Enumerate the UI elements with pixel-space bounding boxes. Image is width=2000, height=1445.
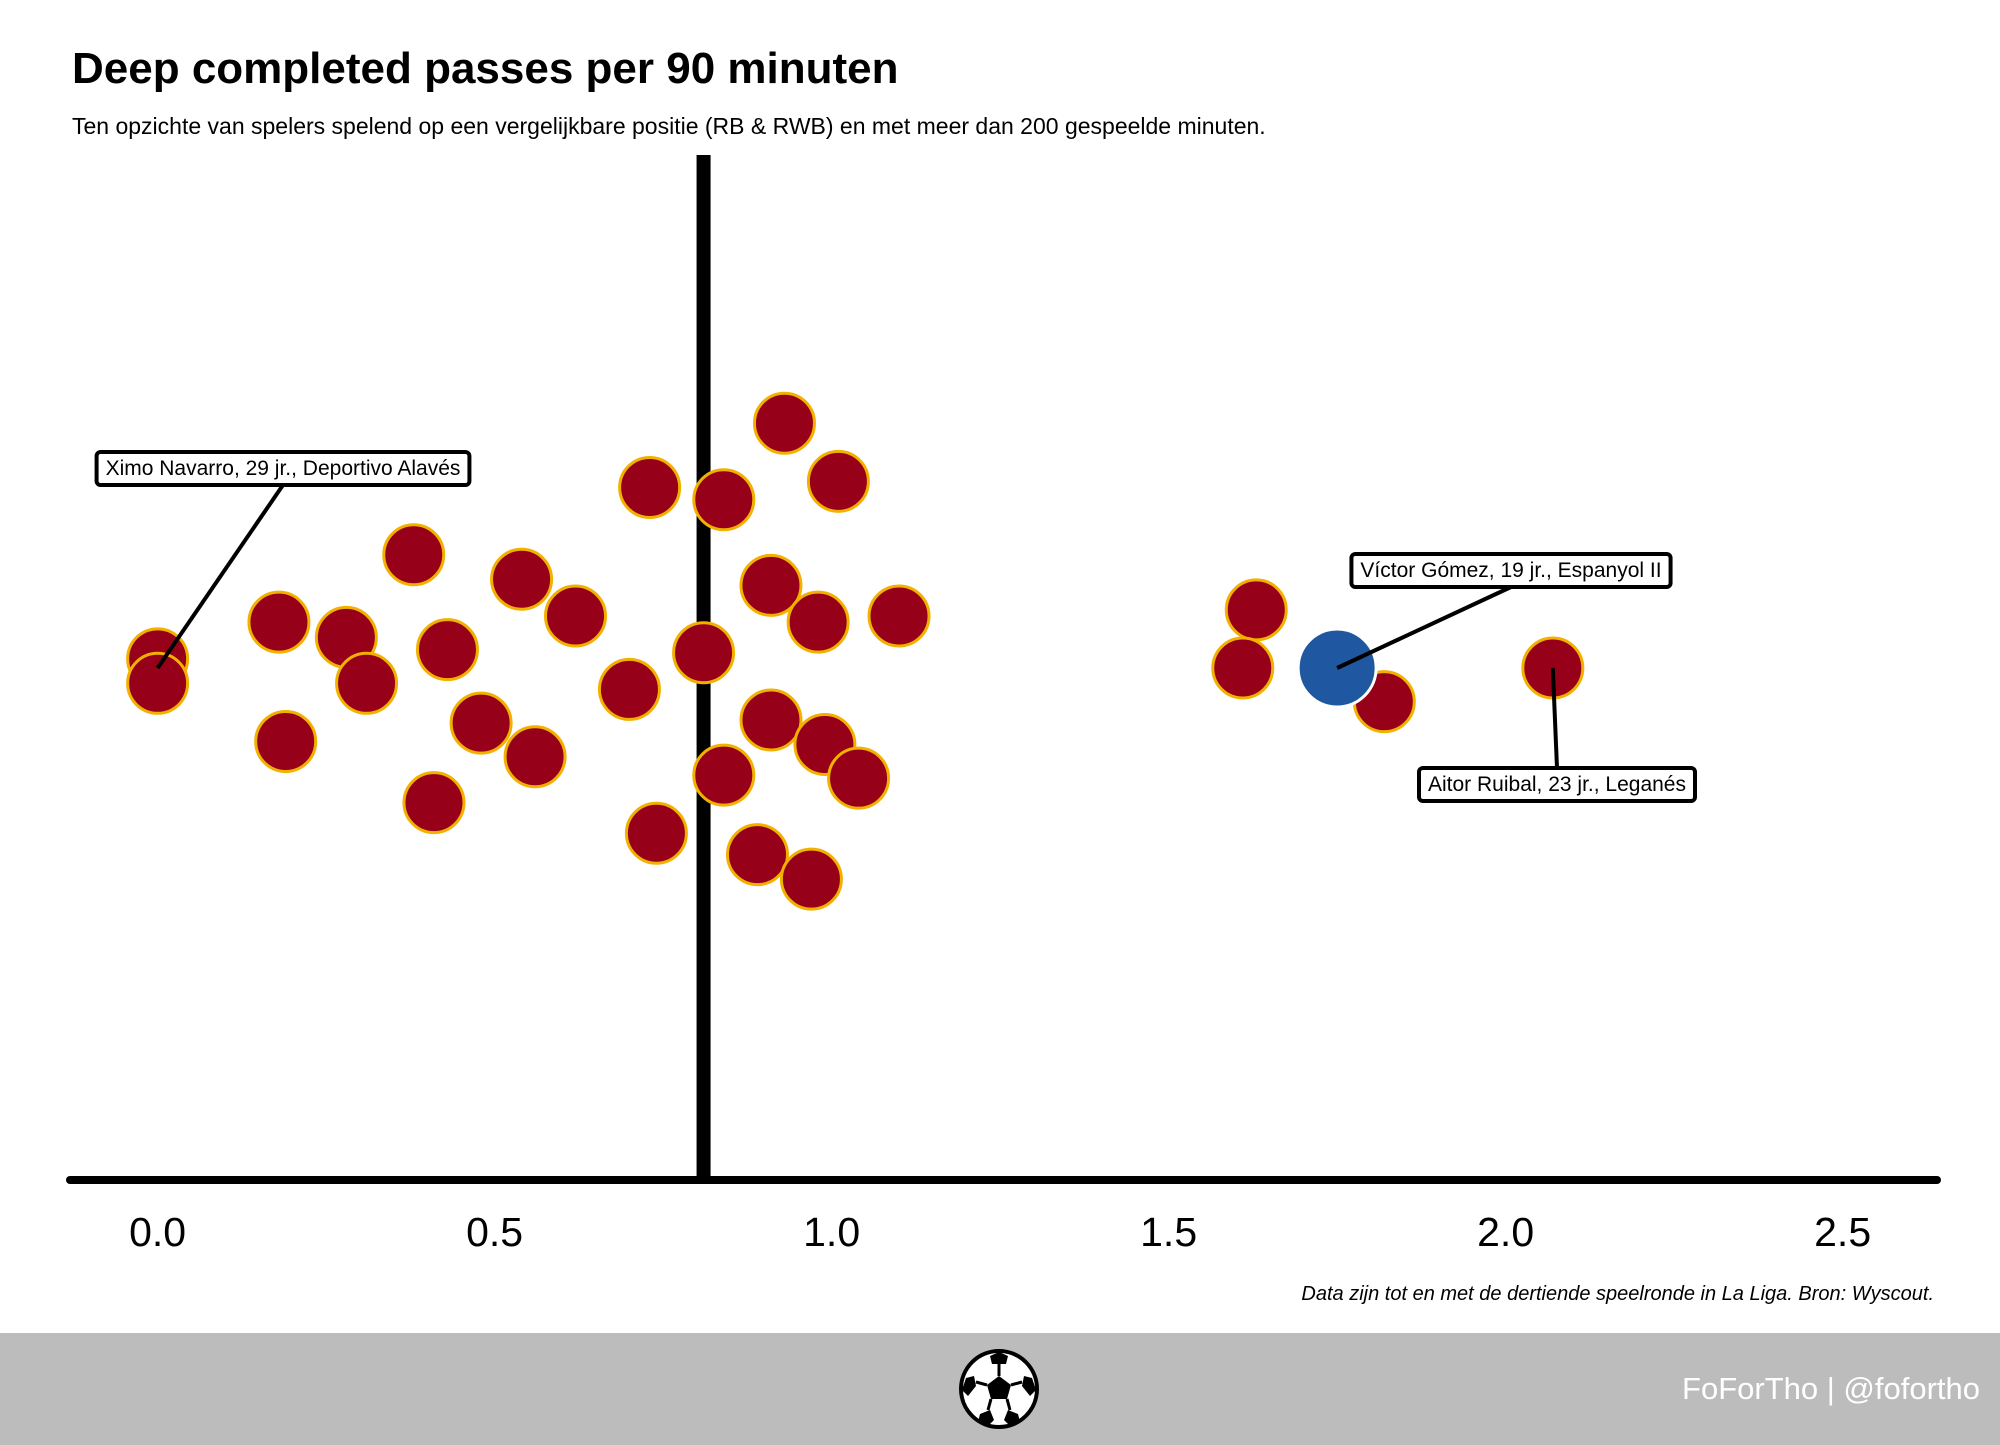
x-tick-label: 1.0 [803, 1209, 860, 1255]
player-point [739, 688, 803, 752]
x-tick-label: 0.5 [466, 1209, 523, 1255]
annotation-leader-line [155, 483, 285, 670]
player-point [382, 523, 446, 587]
player-point [725, 823, 789, 887]
soccer-ball-icon [959, 1349, 1039, 1429]
x-tick-label: 0.0 [129, 1209, 186, 1255]
player-point [490, 547, 554, 611]
x-tick-label: 1.5 [1140, 1209, 1197, 1255]
data-points [126, 391, 1585, 911]
player-point [503, 725, 567, 789]
annotation: Aitor Ruibal, 23 jr., Leganés [1417, 667, 1697, 803]
annotation-box [94, 450, 472, 487]
annotation-label: Aitor Ruibal, 23 jr., Leganés [1428, 773, 1686, 796]
player-point [806, 449, 870, 513]
player-point [752, 391, 816, 455]
player-point [739, 553, 803, 617]
source-note: Data zijn tot en met de dertiende speelr… [1301, 1283, 1934, 1305]
player-point [402, 771, 466, 835]
player-point [544, 584, 608, 648]
player-point [624, 801, 688, 865]
player-point [597, 657, 661, 721]
x-tick-label: 2.5 [1814, 1209, 1871, 1255]
player-point [786, 590, 850, 654]
annotations: Ximo Navarro, 29 jr., Deportivo Alavés Ví… [94, 450, 1697, 803]
annotation-leader-line [1550, 667, 1559, 769]
x-tick-label: 2.0 [1477, 1209, 1534, 1255]
player-point [618, 455, 682, 519]
player-point [449, 691, 513, 755]
chart-title: Deep completed passes per 90 minuten [72, 44, 899, 93]
player-point [126, 651, 190, 715]
player-point [1224, 578, 1288, 642]
footer-bar: FoForTho | @fofortho [0, 1333, 2000, 1445]
annotation-label: Ximo Navarro, 29 jr., Deportivo Alavés [106, 457, 461, 480]
player-point [692, 468, 756, 532]
player-point [867, 584, 931, 648]
scatter-chart: 0.0 0.5 1.0 1.5 2.0 2.5 Ximo Navarro, 29 jr.,… [66, 155, 1941, 1255]
x-tick-labels: 0.0 0.5 1.0 1.5 2.0 2.5 [129, 1209, 1871, 1255]
player-point [1211, 636, 1275, 700]
annotation-label: Víctor Gómez, 19 jr., Espanyol II [1360, 559, 1661, 582]
chart-subtitle: Ten opzichte van spelers spelend op een … [72, 113, 1266, 139]
player-point [692, 743, 756, 807]
player-point [247, 590, 311, 654]
player-point [827, 746, 891, 810]
annotation: Ximo Navarro, 29 jr., Deportivo Alavés [94, 450, 472, 670]
player-point [779, 847, 843, 911]
annotation-box [1349, 552, 1673, 589]
player-point [415, 618, 479, 682]
player-point [672, 621, 736, 685]
player-point [254, 709, 318, 773]
player-point [335, 651, 399, 715]
annotation: Víctor Gómez, 19 jr., Espanyol II [1336, 552, 1673, 670]
annotation-box [1417, 766, 1697, 803]
footer-credit: FoForTho | @fofortho [1682, 1371, 1980, 1406]
annotation-leader-line [1336, 585, 1512, 670]
